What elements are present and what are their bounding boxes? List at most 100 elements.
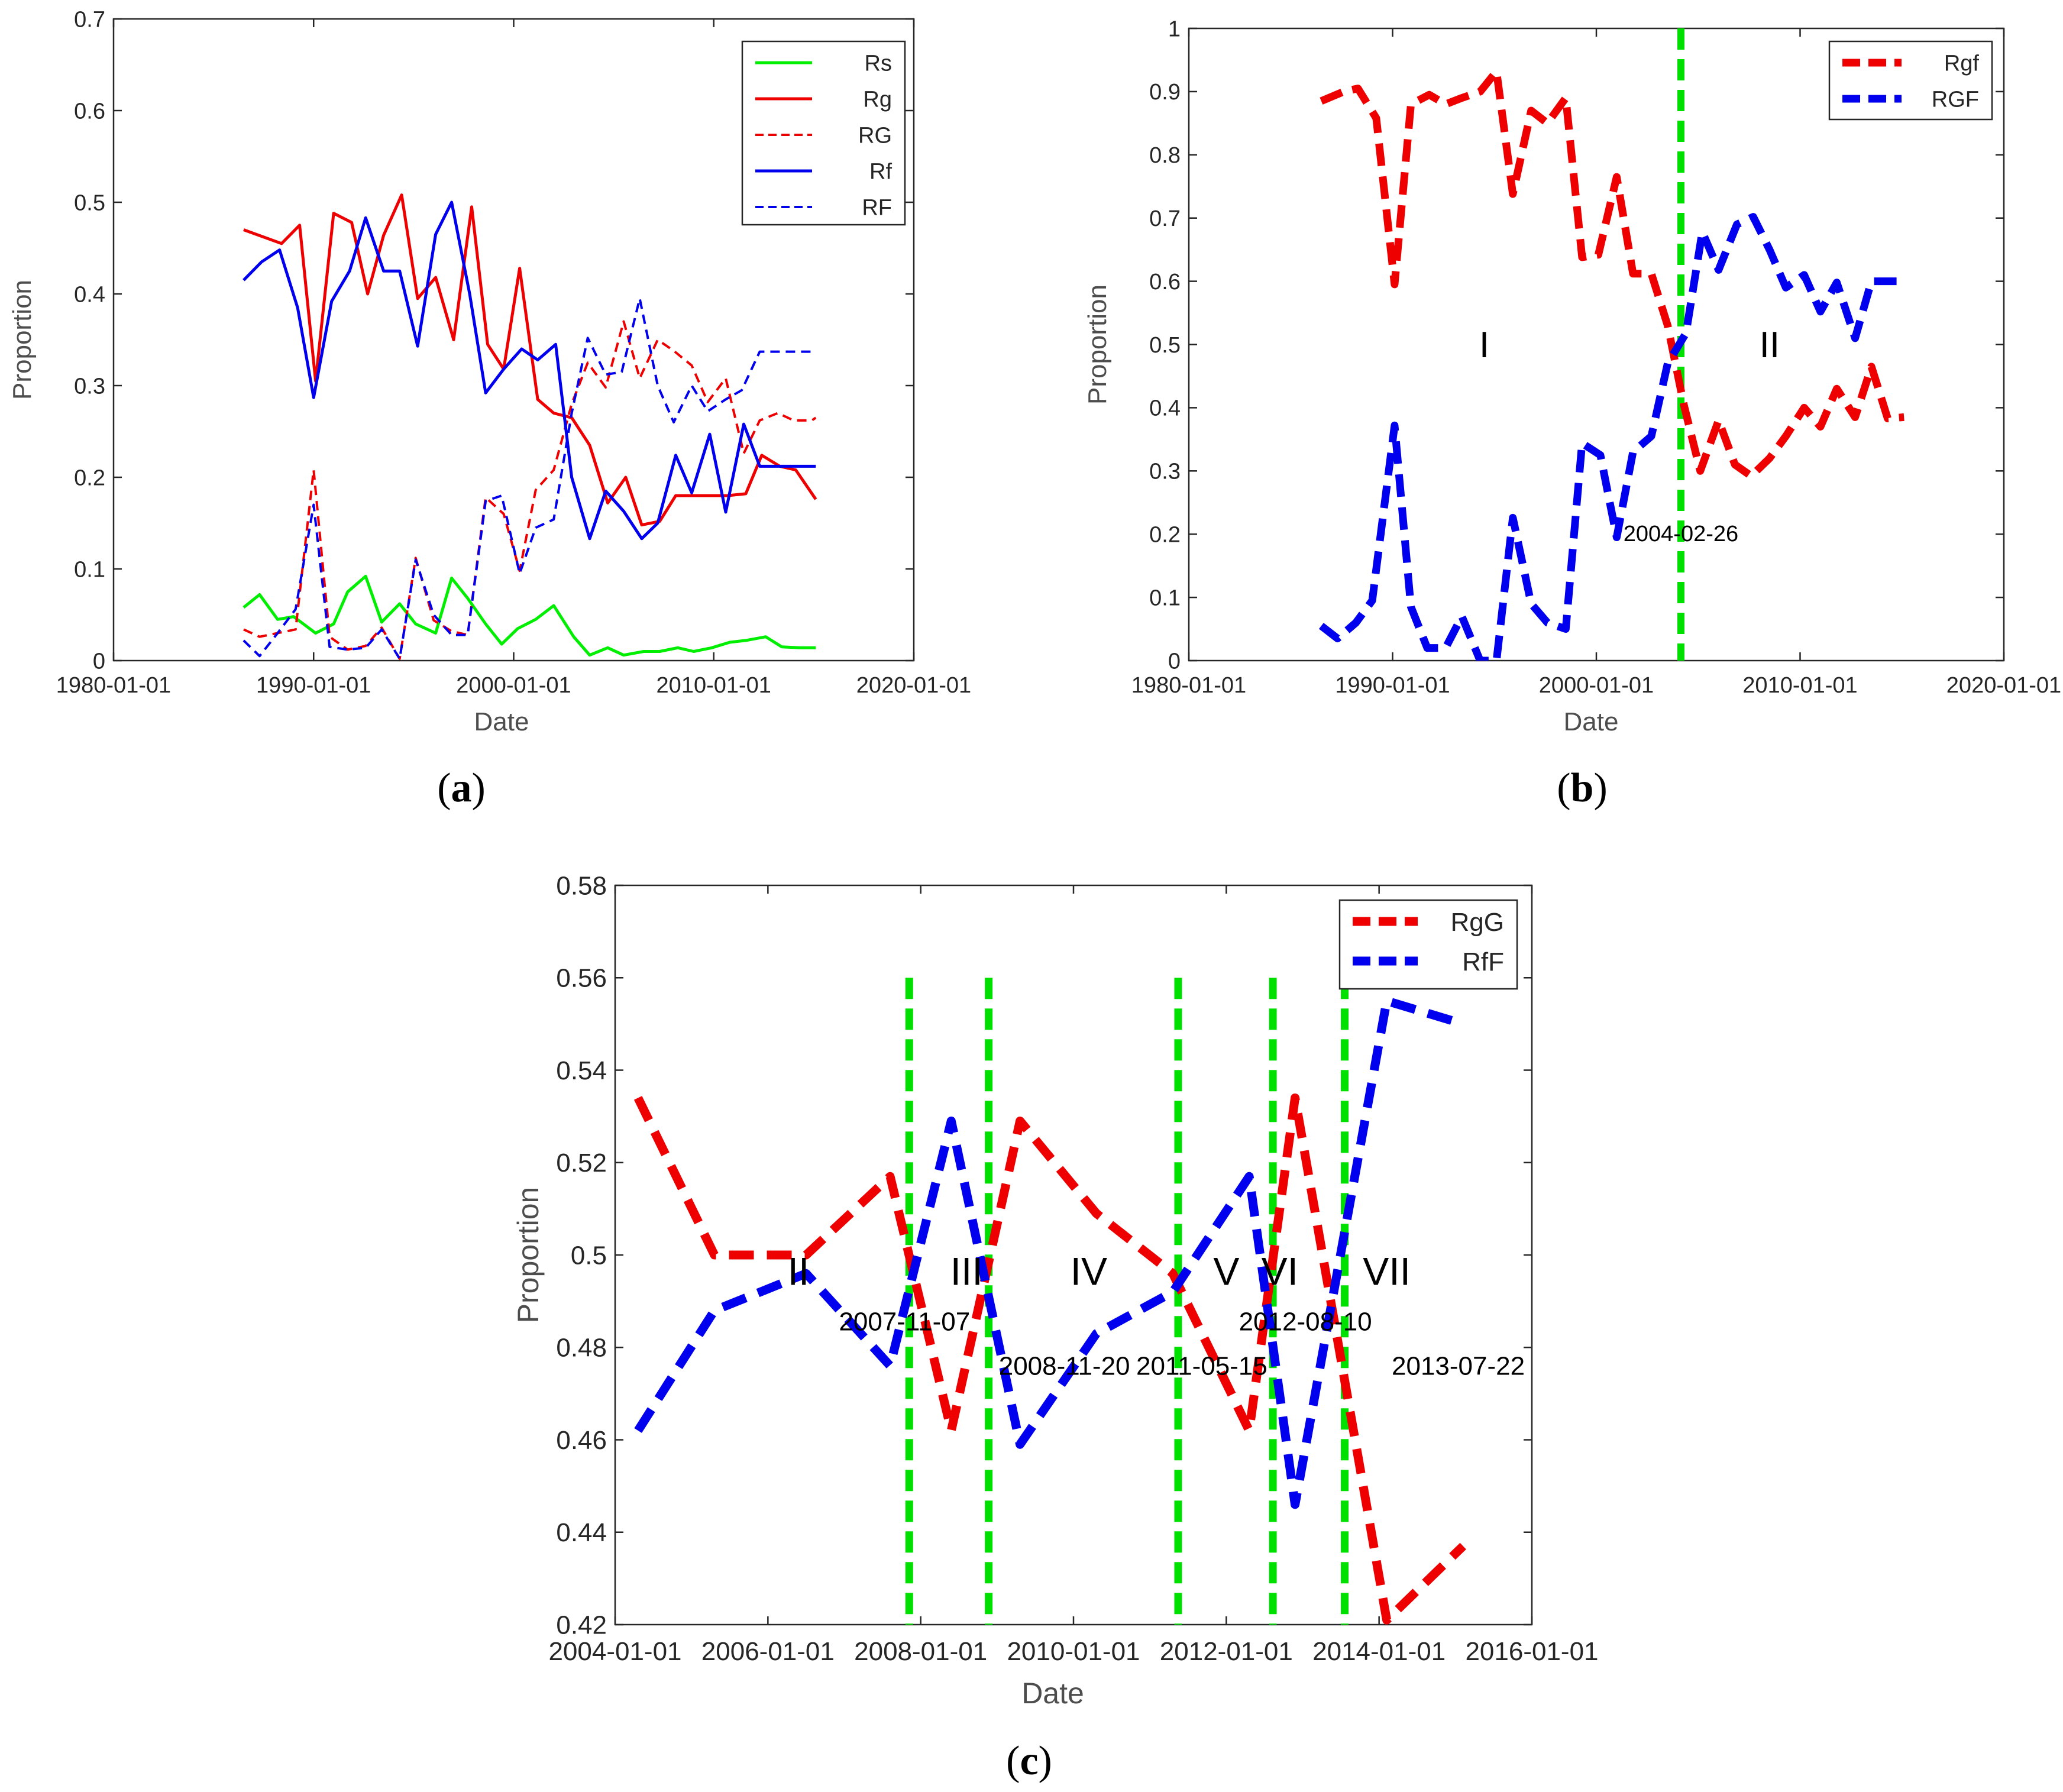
y-tick-label: 0.54 xyxy=(556,1056,607,1085)
region-label: V xyxy=(1213,1249,1239,1293)
breakpoint-label: 2013-07-22 xyxy=(1392,1351,1525,1380)
y-axis-label: Proportion xyxy=(8,280,37,400)
y-tick-label: 0.48 xyxy=(556,1334,607,1363)
y-tick-label: 0.1 xyxy=(74,557,105,582)
legend-label: Rs xyxy=(865,51,892,76)
breakpoint-label: 2008-11-20 xyxy=(999,1351,1130,1380)
x-tick-label: 2020-01-01 xyxy=(1946,673,2061,698)
x-tick-label: 2010-01-01 xyxy=(1742,673,1857,698)
y-tick-label: 0.1 xyxy=(1149,586,1181,610)
x-tick-label: 2012-01-01 xyxy=(1160,1637,1293,1666)
y-tick-label: 0 xyxy=(93,649,105,674)
legend-label: Rf xyxy=(869,160,892,185)
region-label: VI xyxy=(1262,1249,1298,1293)
panel-label-close: ) xyxy=(1039,1738,1052,1784)
series-group xyxy=(633,996,1466,1625)
panel-label-letter: a xyxy=(451,765,472,811)
y-tick-label: 0.5 xyxy=(1149,333,1181,358)
series-line-RGF xyxy=(1318,213,1904,661)
legend-label: Rg xyxy=(863,88,892,112)
region-label: III xyxy=(950,1249,983,1293)
y-tick-label: 0.56 xyxy=(556,964,607,993)
legend: Rgf RGF xyxy=(1828,40,1993,121)
x-tick-label: 2006-01-01 xyxy=(701,1637,835,1666)
breakpoint-label: 2004-02-26 xyxy=(1624,522,1738,546)
legend-label: RG xyxy=(858,124,892,148)
panel-label-open: ( xyxy=(1557,765,1570,811)
panel-label: (a) xyxy=(437,765,486,811)
x-tick-label: 2008-01-01 xyxy=(854,1637,987,1666)
series-line-RfF xyxy=(634,996,1464,1509)
y-tick-label: 0.7 xyxy=(74,7,105,32)
panel-label-close: ) xyxy=(1593,765,1607,811)
y-tick-label: 0.4 xyxy=(74,282,105,307)
series-line-Rs xyxy=(242,574,816,657)
y-tick-label: 0.8 xyxy=(1149,143,1181,168)
panel-label-close: ) xyxy=(472,765,486,811)
panel-label-open: ( xyxy=(1006,1738,1020,1784)
x-tick-label: 1990-01-01 xyxy=(256,673,371,698)
x-tick-label: 1980-01-01 xyxy=(56,673,171,698)
series-line-Rgf xyxy=(1320,67,1904,480)
y-tick-label: 0.6 xyxy=(74,99,105,124)
series-group xyxy=(242,193,817,660)
x-tick-label: 2010-01-01 xyxy=(657,673,771,698)
panel-label-letter: b xyxy=(1571,765,1594,811)
y-axis-label: Proportion xyxy=(512,1187,545,1324)
series-line-Rg xyxy=(243,193,817,527)
x-tick-label: 1990-01-01 xyxy=(1335,673,1450,698)
legend-box xyxy=(1828,40,1993,121)
y-tick-label: 0.3 xyxy=(74,374,105,399)
y-tick-label: 0.5 xyxy=(74,190,105,215)
breakpoint-label: 2011-05-15 xyxy=(1136,1351,1267,1380)
y-axis-label: Proportion xyxy=(1083,284,1112,405)
panel-label: (b) xyxy=(1557,765,1608,811)
y-tick-label: 0.46 xyxy=(556,1426,607,1455)
x-tick-label: 2014-01-01 xyxy=(1312,1637,1446,1666)
legend-label: RfF xyxy=(1462,947,1504,976)
x-tick-label: 1980-01-01 xyxy=(1131,673,1246,698)
panel-label-letter: c xyxy=(1020,1738,1038,1784)
legend-box xyxy=(1338,899,1518,990)
legend: RgG RfF xyxy=(1338,899,1518,990)
breakpoint-label: 2012-08-10 xyxy=(1239,1307,1372,1336)
panel-label-open: ( xyxy=(437,765,451,811)
y-tick-label: 0.44 xyxy=(556,1518,607,1547)
region-label: VII xyxy=(1363,1249,1411,1293)
series-line-RgG xyxy=(633,1093,1466,1625)
region-label: II xyxy=(1760,325,1780,365)
region-label: I xyxy=(1479,325,1489,365)
legend-label: RF xyxy=(862,196,892,221)
chart-c: 0.42 0.44 0.46 0.48 0.5 0.52 0.54 0.56 0.58 2004-… xyxy=(512,871,1599,1784)
legend-box xyxy=(741,40,906,226)
y-tick-label: 1 xyxy=(1168,17,1181,41)
chart-b: 0 0.1 0.2 0.3 0.4 0.5 0.6 0.7 0.8 0.9 1 1980-01-01 1… xyxy=(1083,17,2061,811)
x-tick-label: 2010-01-01 xyxy=(1007,1637,1140,1666)
y-tick-label: 0.5 xyxy=(571,1241,607,1270)
region-label: II xyxy=(788,1249,810,1293)
chart-a: 0 0.1 0.2 0.3 0.4 0.5 0.6 0.7 1980-01-01 1990-01-… xyxy=(8,7,971,811)
breakpoint-label: 2007-11-07 xyxy=(839,1307,970,1336)
x-axis-label: Date xyxy=(1564,707,1619,736)
legend-label: RgG xyxy=(1451,908,1504,937)
x-tick-label: 2000-01-01 xyxy=(456,673,571,698)
series-line-RG xyxy=(243,320,817,660)
legend-label: RGF xyxy=(1932,88,1979,112)
legend-label: Rgf xyxy=(1944,51,1980,76)
y-tick-label: 0.42 xyxy=(556,1610,607,1639)
x-tick-label: 2000-01-01 xyxy=(1539,673,1654,698)
legend: Rs Rg RG Rf RF xyxy=(741,40,906,226)
x-tick-label: 2016-01-01 xyxy=(1465,1637,1598,1666)
y-tick-label: 0.3 xyxy=(1149,460,1181,484)
y-tick-label: 0.9 xyxy=(1149,80,1181,105)
series-line-Rf xyxy=(242,200,816,541)
y-tick-label: 0.7 xyxy=(1149,206,1181,231)
x-tick-label: 2020-01-01 xyxy=(856,673,971,698)
y-tick-label: 0.52 xyxy=(556,1149,607,1178)
series-line-RF xyxy=(242,297,816,660)
y-tick-label: 0.2 xyxy=(74,465,105,490)
x-tick-label: 2004-01-01 xyxy=(548,1637,681,1666)
y-tick-label: 0.2 xyxy=(1149,523,1181,548)
y-tick-label: 0.4 xyxy=(1149,396,1181,421)
